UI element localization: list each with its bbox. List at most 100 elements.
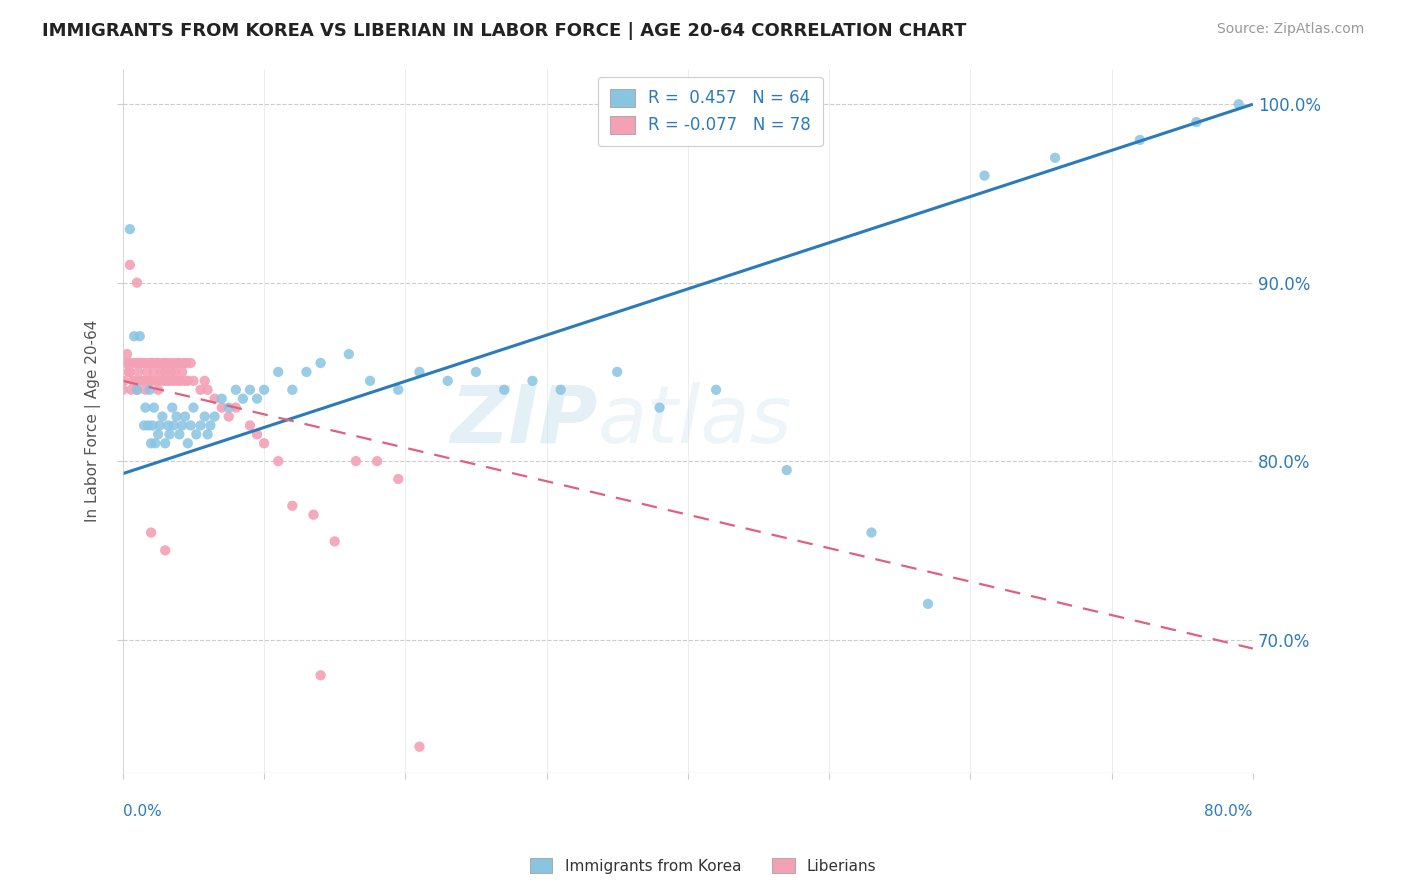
Point: [344, 454, 367, 468]
Point: [173, 356, 195, 370]
Point: [127, 365, 149, 379]
Point: [153, 436, 176, 450]
Point: [139, 374, 162, 388]
Point: [153, 365, 176, 379]
Point: [494, 383, 516, 397]
Point: [239, 383, 262, 397]
Point: [166, 409, 188, 424]
Point: [156, 374, 179, 388]
Point: [143, 436, 166, 450]
Point: [125, 356, 148, 370]
Point: [169, 356, 191, 370]
Point: [194, 409, 217, 424]
Text: atlas: atlas: [598, 382, 792, 460]
Point: [124, 374, 146, 388]
Point: [246, 392, 269, 406]
Point: [180, 418, 202, 433]
Point: [309, 356, 332, 370]
Point: [211, 392, 233, 406]
Text: ZIP: ZIP: [450, 382, 598, 460]
Point: [117, 365, 139, 379]
Point: [211, 401, 233, 415]
Point: [122, 329, 145, 343]
Point: [387, 472, 409, 486]
Point: [309, 668, 332, 682]
Point: [162, 401, 184, 415]
Point: [157, 418, 180, 433]
Point: [218, 401, 240, 415]
Point: [159, 374, 181, 388]
Point: [118, 365, 141, 379]
Point: [174, 409, 197, 424]
Point: [183, 401, 205, 415]
Point: [118, 222, 141, 236]
Point: [1227, 97, 1250, 112]
Point: [522, 374, 544, 388]
Point: [128, 329, 150, 343]
Point: [225, 383, 247, 397]
Point: [160, 365, 183, 379]
Point: [177, 436, 200, 450]
Point: [366, 454, 388, 468]
Point: [132, 374, 155, 388]
Point: [776, 463, 799, 477]
Point: [172, 418, 194, 433]
Point: [139, 436, 162, 450]
Point: [114, 356, 136, 370]
Point: [138, 374, 160, 388]
Point: [239, 418, 262, 433]
Point: [194, 374, 217, 388]
Point: [157, 356, 180, 370]
Point: [131, 356, 153, 370]
Point: [139, 356, 162, 370]
Point: [186, 427, 208, 442]
Point: [141, 418, 163, 433]
Point: [174, 374, 197, 388]
Point: [183, 374, 205, 388]
Point: [218, 409, 240, 424]
Point: [225, 401, 247, 415]
Point: [152, 374, 174, 388]
Point: [197, 427, 219, 442]
Point: [122, 356, 145, 370]
Point: [121, 374, 143, 388]
Point: [128, 356, 150, 370]
Point: [550, 383, 572, 397]
Point: [135, 365, 157, 379]
Point: [163, 418, 186, 433]
Text: 80.0%: 80.0%: [1205, 804, 1253, 819]
Point: [150, 356, 173, 370]
Point: [281, 383, 304, 397]
Point: [125, 276, 148, 290]
Point: [973, 169, 995, 183]
Point: [142, 365, 165, 379]
Point: [387, 383, 409, 397]
Point: [129, 374, 152, 388]
Point: [172, 365, 194, 379]
Point: [190, 418, 212, 433]
Point: [115, 347, 138, 361]
Point: [125, 383, 148, 397]
Point: [134, 401, 156, 415]
Point: [176, 356, 198, 370]
Y-axis label: In Labor Force | Age 20-64: In Labor Force | Age 20-64: [86, 320, 101, 522]
Point: [1043, 151, 1066, 165]
Point: [253, 436, 276, 450]
Point: [136, 418, 159, 433]
Point: [917, 597, 939, 611]
Point: [436, 374, 458, 388]
Point: [153, 543, 176, 558]
Text: Source: ZipAtlas.com: Source: ZipAtlas.com: [1216, 22, 1364, 37]
Point: [167, 374, 190, 388]
Point: [267, 365, 290, 379]
Point: [200, 418, 222, 433]
Point: [704, 383, 727, 397]
Point: [150, 409, 173, 424]
Point: [163, 374, 186, 388]
Point: [111, 383, 134, 397]
Point: [120, 383, 142, 397]
Point: [267, 454, 290, 468]
Text: IMMIGRANTS FROM KOREA VS LIBERIAN IN LABOR FORCE | AGE 20-64 CORRELATION CHART: IMMIGRANTS FROM KOREA VS LIBERIAN IN LAB…: [42, 22, 966, 40]
Point: [118, 258, 141, 272]
Point: [169, 427, 191, 442]
